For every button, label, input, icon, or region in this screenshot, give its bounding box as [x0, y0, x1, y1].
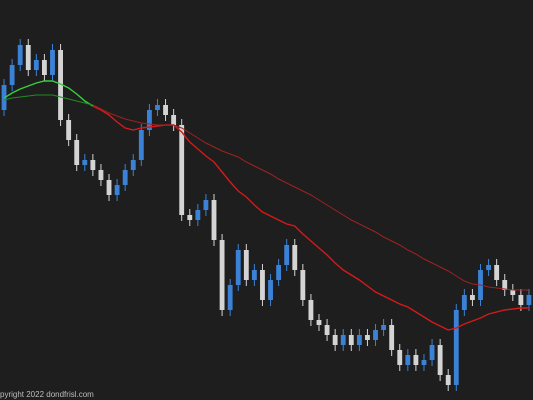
candle-body: [243, 250, 249, 280]
candle-body: [518, 295, 524, 305]
candle-body: [308, 300, 314, 320]
candle-body: [324, 325, 330, 335]
candle-body: [486, 265, 492, 270]
candle-body: [437, 345, 443, 375]
candle-body: [146, 110, 152, 130]
candle-body: [219, 240, 225, 310]
candle-body: [41, 60, 47, 75]
candle-body: [494, 265, 500, 280]
candle-body: [405, 355, 411, 365]
candle-body: [429, 345, 435, 360]
candle-body: [195, 210, 201, 220]
candle-body: [276, 265, 282, 280]
candle-body: [114, 185, 120, 195]
candle-body: [90, 160, 96, 170]
candle-body: [332, 335, 338, 345]
candle-body: [58, 50, 63, 120]
candle-body: [445, 375, 451, 385]
candle-body: [389, 325, 395, 350]
candle-body: [526, 295, 532, 305]
candle-body: [74, 140, 80, 165]
candle-body: [413, 355, 419, 365]
candle-body: [106, 180, 112, 195]
candle-body: [356, 335, 362, 345]
candle-body: [284, 245, 290, 265]
candle-body: [155, 105, 160, 110]
candle-body: [300, 270, 306, 300]
candle-body: [9, 65, 15, 85]
moving-average: [92, 104, 529, 291]
candle-body: [421, 360, 427, 365]
candle-body: [397, 350, 403, 365]
candle-body: [251, 270, 257, 280]
candle-body: [268, 280, 273, 300]
candle-body: [130, 160, 136, 170]
moving-average: [3, 94, 93, 106]
moving-average: [3, 80, 94, 107]
candle-body: [122, 170, 128, 185]
candle-body: [373, 330, 378, 340]
candle-body: [365, 335, 370, 340]
candle-body: [235, 250, 241, 285]
candle-body: [25, 45, 31, 70]
candle-body: [316, 320, 322, 325]
candle-body: [33, 60, 39, 70]
candle-body: [348, 335, 354, 345]
copyright: pyright 2022 dondfrisl.com: [0, 390, 94, 399]
candle-body: [340, 335, 346, 345]
candle-body: [470, 295, 475, 300]
candle-body: [292, 245, 298, 270]
candle-body: [17, 45, 23, 65]
candle-body: [163, 105, 168, 115]
candle-body: [227, 285, 233, 310]
plot: [1, 39, 532, 391]
candle-body: [510, 290, 516, 295]
candle-body: [98, 170, 104, 180]
candle-body: [50, 50, 55, 75]
candle-body: [453, 310, 459, 385]
candle-body: [381, 325, 387, 330]
candle-body: [66, 120, 72, 140]
candle-body: [82, 160, 88, 165]
candle-body: [171, 115, 177, 125]
candle-body: [461, 295, 467, 310]
candle-body: [138, 130, 144, 160]
candle-body: [260, 270, 265, 300]
candle-body: [187, 215, 193, 220]
candle-body: [179, 125, 185, 215]
candle-body: [502, 280, 508, 290]
candle-body: [203, 200, 209, 210]
candle-body: [211, 200, 217, 240]
